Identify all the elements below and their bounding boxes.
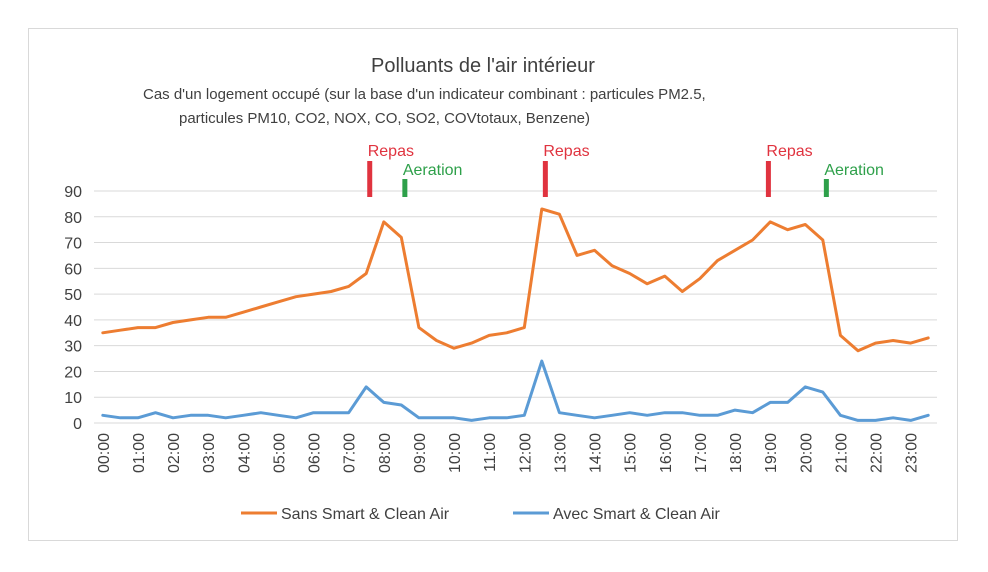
x-tick-label: 02:00 xyxy=(166,433,183,473)
aeration-marker xyxy=(823,179,829,197)
y-tick-label: 70 xyxy=(64,236,82,253)
meal-annotation-label: Repas xyxy=(766,143,812,160)
y-tick-label: 90 xyxy=(64,184,82,201)
x-tick-label: 06:00 xyxy=(307,433,324,473)
y-tick-label: 0 xyxy=(73,416,82,433)
meal-annotation-label: Repas xyxy=(368,143,414,160)
x-tick-label: 15:00 xyxy=(623,433,640,473)
x-tick-label: 23:00 xyxy=(904,433,921,473)
x-tick-label: 21:00 xyxy=(833,433,850,473)
y-tick-label: 30 xyxy=(64,339,82,356)
meal-marker xyxy=(542,161,548,197)
y-tick-label: 20 xyxy=(64,364,82,381)
x-tick-label: 09:00 xyxy=(412,433,429,473)
x-tick-label: 05:00 xyxy=(271,433,288,473)
x-tick-label: 08:00 xyxy=(377,433,394,473)
aeration-marker xyxy=(402,179,408,197)
event-annotations: Repas Aeration Repas Repas Aeration xyxy=(367,143,884,197)
x-tick-label: 16:00 xyxy=(658,433,675,473)
meal-marker xyxy=(367,161,373,197)
line-chart: Polluants de l'air intérieur Cas d'un lo… xyxy=(64,55,937,523)
y-tick-label: 10 xyxy=(64,390,82,407)
x-tick-label: 20:00 xyxy=(798,433,815,473)
y-tick-label: 40 xyxy=(64,313,82,330)
meal-annotation-label: Repas xyxy=(543,143,589,160)
x-tick-label: 11:00 xyxy=(482,433,499,472)
y-tick-label: 60 xyxy=(64,261,82,278)
x-tick-label: 10:00 xyxy=(447,433,464,473)
x-tick-label: 00:00 xyxy=(96,433,113,473)
aeration-annotation-label: Aeration xyxy=(403,162,463,179)
gridlines xyxy=(94,190,937,424)
x-tick-label: 04:00 xyxy=(236,433,253,473)
legend-label-avec: Avec Smart & Clean Air xyxy=(553,506,721,523)
legend: Sans Smart & Clean Air Avec Smart & Clean… xyxy=(241,506,721,523)
x-tick-label: 14:00 xyxy=(588,433,605,473)
legend-label-sans: Sans Smart & Clean Air xyxy=(281,506,450,523)
series-lines xyxy=(101,207,930,422)
chart-subtitle-line-1: Cas d'un logement occupé (sur la base d'… xyxy=(143,86,706,103)
x-tick-label: 07:00 xyxy=(342,433,359,473)
y-tick-label: 50 xyxy=(64,287,82,304)
x-tick-label: 12:00 xyxy=(517,433,534,473)
chart-title: Polluants de l'air intérieur xyxy=(371,55,595,77)
x-tick-label: 01:00 xyxy=(131,433,148,473)
x-tick-label: 13:00 xyxy=(552,433,569,473)
chart-frame: Polluants de l'air intérieur Cas d'un lo… xyxy=(28,28,958,541)
series-line-sans xyxy=(101,207,930,353)
x-tick-label: 03:00 xyxy=(201,433,218,473)
y-tick-label: 80 xyxy=(64,210,82,227)
x-tick-label: 19:00 xyxy=(763,433,780,473)
chart-subtitle-line-2: particules PM10, CO2, NOX, CO, SO2, COVt… xyxy=(179,110,590,127)
aeration-annotation-label: Aeration xyxy=(824,162,884,179)
y-axis-ticks: 0 10 20 30 40 50 60 70 80 90 xyxy=(64,184,82,433)
series-line-avec xyxy=(101,359,930,422)
meal-marker xyxy=(765,161,771,197)
x-tick-label: 17:00 xyxy=(693,433,710,473)
x-axis-ticks: 00:00 01:00 02:00 03:00 04:00 05:00 06:00 07:00… xyxy=(96,433,921,473)
x-tick-label: 22:00 xyxy=(869,433,886,473)
x-tick-label: 18:00 xyxy=(728,433,745,473)
